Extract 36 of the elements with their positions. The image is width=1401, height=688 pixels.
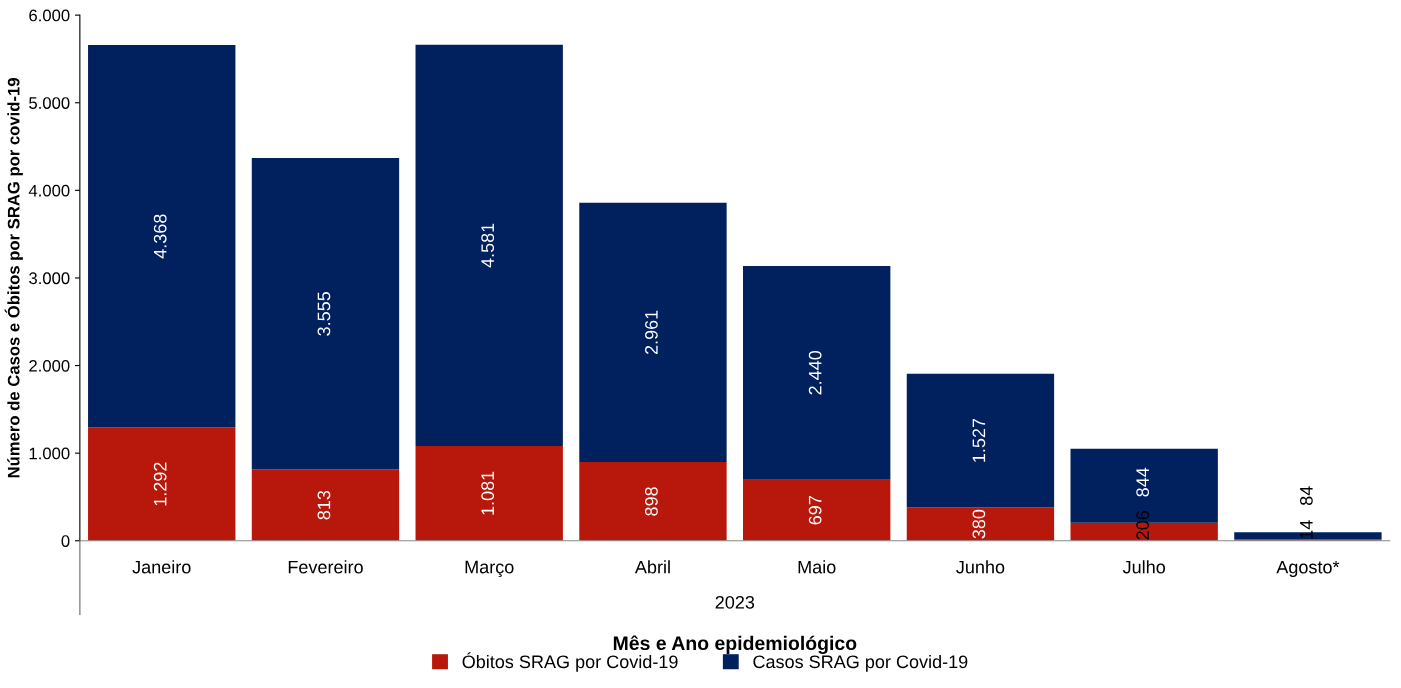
data-label: 14 bbox=[1300, 520, 1313, 539]
text: 2023 bbox=[715, 595, 755, 609]
data-label: 2.961 bbox=[645, 310, 658, 355]
data-label: 4.368 bbox=[153, 214, 167, 259]
data-label: 1.081 bbox=[481, 471, 495, 515]
data-label: 3.555 bbox=[317, 291, 331, 336]
data-label: 898 bbox=[645, 487, 658, 516]
y-tick-label: 6.000 bbox=[29, 9, 70, 22]
y-axis-title: Número de Casos e Óbitos por SRAG por covid-19 bbox=[4, 78, 23, 478]
data-label: 4.581 bbox=[481, 223, 495, 268]
data-label: 697 bbox=[808, 496, 822, 525]
y-tick-label: 4.000 bbox=[28, 184, 70, 197]
x-tick-label: Julho bbox=[1122, 560, 1166, 574]
x-tick-label: Abril bbox=[634, 560, 670, 574]
data-label: 1.292 bbox=[153, 462, 167, 506]
data-label: 2.440 bbox=[808, 350, 822, 395]
x-tick-label: Janeiro bbox=[132, 560, 191, 574]
y-tick-label: 1.000 bbox=[29, 447, 70, 460]
y-tick-label: 3.000 bbox=[29, 272, 70, 285]
data-label: 813 bbox=[317, 490, 331, 520]
y-tick-label: 0 bbox=[61, 535, 70, 547]
x-tick-label: Março bbox=[465, 560, 514, 578]
data-label: 844 bbox=[1136, 467, 1150, 497]
x-tick-label: Maio bbox=[798, 560, 836, 574]
legend-label: Casos SRAG por Covid-19 bbox=[753, 654, 968, 672]
y-tick-label: 5.000 bbox=[29, 97, 70, 109]
x-axis-title: Mês e Ano epidemiológico bbox=[613, 635, 857, 655]
x-tick-label: Junho bbox=[956, 560, 1005, 574]
data-label: 206 bbox=[1136, 511, 1150, 540]
y-tick-label: 2.000 bbox=[29, 359, 70, 372]
data-label: 380 bbox=[972, 509, 986, 539]
x-tick-label: Fevereiro bbox=[288, 560, 363, 574]
x-tick-label: Agosto* bbox=[1276, 560, 1340, 578]
data-label: 1.527 bbox=[972, 418, 986, 462]
legend-label: Óbitos SRAG por Covid-19 bbox=[462, 652, 678, 672]
data-label: 84 bbox=[1299, 486, 1313, 506]
